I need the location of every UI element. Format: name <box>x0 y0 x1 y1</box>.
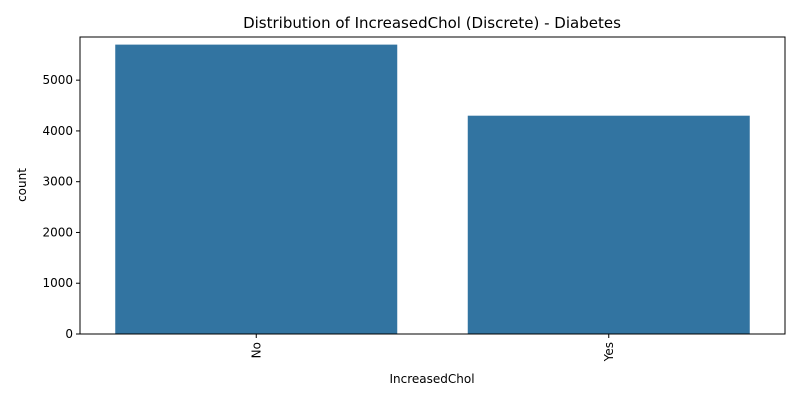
bars-group <box>115 44 750 334</box>
y-tick-label: 5000 <box>42 73 73 87</box>
y-tick-label: 3000 <box>42 175 73 189</box>
bar-no <box>115 44 398 334</box>
y-tick-label: 0 <box>65 327 73 341</box>
y-tick-label: 4000 <box>42 124 73 138</box>
y-tick-label: 2000 <box>42 225 73 239</box>
x-axis-ticks: No Yes <box>249 334 616 362</box>
x-tick-label-yes: Yes <box>602 342 616 362</box>
y-tick-label: 1000 <box>42 276 73 290</box>
x-tick-label-no: No <box>249 342 263 358</box>
bar-yes <box>467 115 750 334</box>
y-axis-ticks: 0 1000 2000 3000 4000 5000 <box>42 73 80 341</box>
plot-frame <box>79 36 786 335</box>
x-axis-label: IncreasedChol <box>389 372 474 386</box>
chart-title: Distribution of IncreasedChol (Discrete)… <box>243 14 621 32</box>
y-axis-label: count <box>15 168 29 202</box>
